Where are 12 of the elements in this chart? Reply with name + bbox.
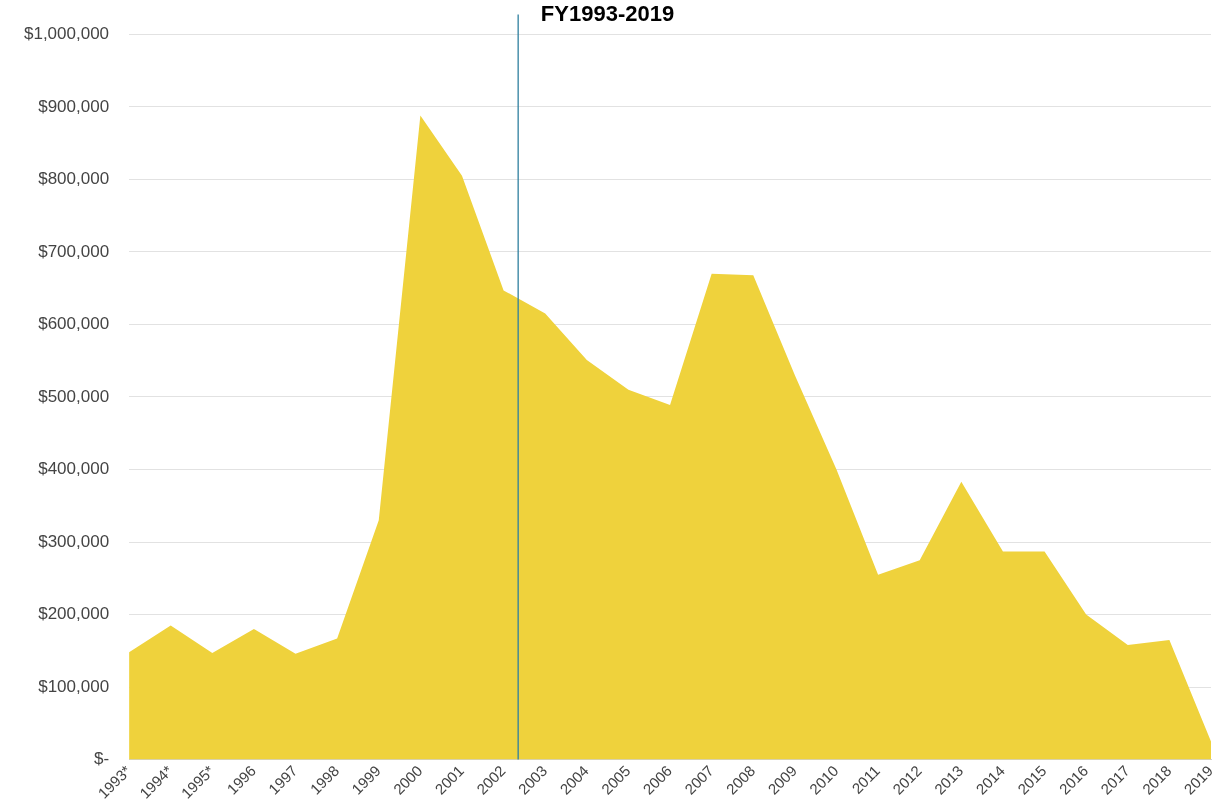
y-tick-label: $- [93, 749, 110, 769]
y-tick-label: $600,000 [38, 314, 110, 334]
y-tick-label: $900,000 [38, 96, 110, 116]
y-tick-label: $300,000 [38, 531, 110, 551]
y-tick-label: $800,000 [38, 169, 110, 189]
y-tick-label: $1,000,000 [23, 24, 110, 44]
y-tick-label: $200,000 [38, 604, 110, 624]
y-tick-label: $500,000 [38, 386, 110, 406]
y-tick-label: $400,000 [38, 459, 110, 479]
chart-title: FY1993-2019 [540, 1, 675, 27]
y-tick-label: $700,000 [38, 241, 110, 261]
y-tick-label: $100,000 [38, 676, 110, 696]
